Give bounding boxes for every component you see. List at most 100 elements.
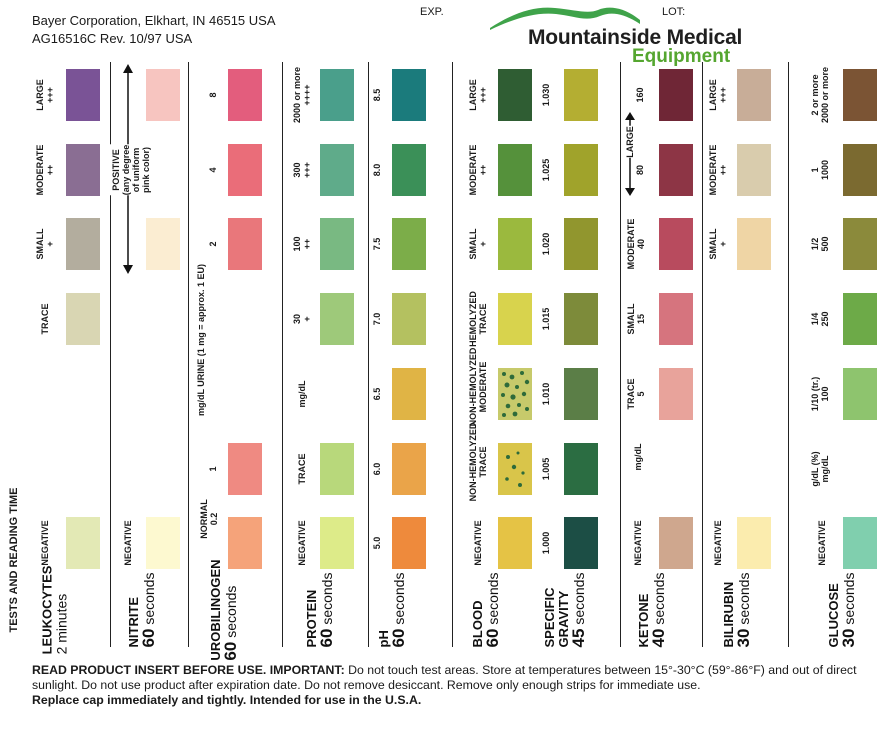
level-label: NON-HEMOLYZED TRACE	[468, 422, 488, 502]
color-swatch-nitrite-positive-dark	[146, 69, 180, 121]
color-swatch-blood-hemolyzed-trace	[498, 293, 532, 345]
test-name: LEUKOCYTES	[39, 565, 55, 655]
speckle-pattern	[505, 451, 525, 487]
color-swatch-protein-100	[320, 218, 354, 270]
test-glucose: GLUCOSE 30 seconds	[826, 572, 858, 648]
level-label: 1.015	[541, 307, 551, 331]
color-swatch-ph-7.5	[392, 218, 426, 270]
level-label: 2000 or more ++++	[292, 66, 312, 124]
color-swatch-leukocytes-small	[66, 218, 100, 270]
color-swatch-urobilinogen-1	[228, 443, 262, 495]
color-swatch-sg-1.030	[564, 69, 598, 121]
level-label: NEGATIVE	[123, 520, 133, 566]
reading-time-unit: seconds	[571, 572, 587, 629]
color-swatch-blood-negative	[498, 517, 532, 569]
color-swatch-blood-nonhemolyzed-trace	[498, 443, 532, 495]
color-swatch-protein-30	[320, 293, 354, 345]
color-swatch-urobilinogen-2	[228, 218, 262, 270]
test-ketone: KETONE 40 seconds	[636, 573, 668, 648]
color-swatch-protein-300	[320, 144, 354, 196]
test-leukocytes: LEUKOCYTES 2 minutes	[39, 565, 70, 655]
level-label: SMALL +	[708, 228, 728, 260]
level-label: TRACE 5	[626, 378, 646, 410]
color-swatch-bilirubin-moderate	[737, 144, 771, 196]
level-label: 100 ++	[292, 236, 312, 252]
reading-time: 2 minutes	[53, 593, 70, 655]
level-label: 6.0	[372, 462, 382, 476]
column-divider	[452, 62, 453, 647]
color-swatch-protein-negative	[320, 517, 354, 569]
test-urobilinogen: UROBILINOGEN 60 seconds	[208, 559, 240, 660]
reading-time-number: 30	[734, 628, 753, 648]
level-label: TRACE	[40, 303, 50, 335]
reading-time-unit: seconds	[391, 572, 407, 629]
instructions-body: Do not touch test areas. Store at temper…	[32, 663, 857, 692]
level-label: NEGATIVE	[713, 520, 723, 566]
column-divider	[188, 62, 189, 647]
instructions-last: Replace cap immediately and tightly. Int…	[32, 693, 422, 707]
mountain-logo-icon	[490, 7, 640, 30]
color-swatch-nitrite-negative	[146, 517, 180, 569]
color-swatch-urobilinogen-4	[228, 144, 262, 196]
level-label: NON-HEMOLYZED MODERATE	[468, 347, 488, 427]
color-swatch-ketone-160	[659, 69, 693, 121]
level-label: 2 or more 2000 or more	[810, 66, 830, 124]
reading-time-unit: seconds	[841, 572, 857, 629]
level-label: NEGATIVE	[817, 520, 827, 566]
level-label: 1/10 (tr.) 100	[810, 376, 830, 412]
level-label: 7.0	[372, 312, 382, 326]
color-swatch-blood-large	[498, 69, 532, 121]
tests-and-reading-time-title: TESTS AND READING TIME	[8, 487, 20, 633]
revision-code: AG16516C Rev. 10/97 USA	[32, 31, 193, 46]
urobilinogen-unit: mg/dL URINE (1 mg = approx. 1 EU)	[196, 263, 206, 417]
test-specific-gravity: SPECIFIC GRAVITY 45 seconds	[542, 572, 588, 648]
level-label: 1.025	[541, 158, 551, 182]
level-label: 1 1000	[810, 159, 830, 181]
color-swatch-ketone-negative	[659, 517, 693, 569]
color-swatch-blood-nonhemolyzed-moderate	[498, 368, 532, 420]
reading-time-number: 60	[317, 628, 336, 648]
color-swatch-ketone-moderate	[659, 218, 693, 270]
reading-time-number: 60	[483, 628, 502, 648]
color-swatch-protein-trace	[320, 443, 354, 495]
color-swatch-ph-8.5	[392, 69, 426, 121]
lot-label: LOT:	[662, 6, 686, 18]
color-swatch-leukocytes-trace	[66, 293, 100, 345]
level-label: 7.5	[372, 237, 382, 251]
ketone-unit: mg/dL	[633, 443, 643, 471]
color-swatch-ph-6.0	[392, 443, 426, 495]
level-label: 1/2 500	[810, 236, 830, 252]
test-blood: BLOOD 60 seconds	[470, 573, 502, 648]
logo-title: Mountainside Medical	[528, 26, 743, 49]
column-divider	[788, 62, 789, 647]
level-label: 8	[208, 92, 218, 98]
color-swatch-nitrite-positive-light	[146, 218, 180, 270]
color-swatch-bilirubin-negative	[737, 517, 771, 569]
reading-time-unit: seconds	[736, 572, 752, 629]
color-swatch-ph-6.5	[392, 368, 426, 420]
level-label: 5.0	[372, 536, 382, 550]
level-label: LARGE +++	[708, 79, 728, 111]
test-ph: pH 60 seconds	[376, 572, 408, 648]
test-name: SPECIFIC GRAVITY	[542, 587, 571, 648]
level-label: 1/4 250	[810, 311, 830, 327]
manufacturer-address: Bayer Corporation, Elkhart, IN 46515 USA	[32, 13, 276, 28]
level-label: 160	[635, 87, 645, 103]
color-swatch-sg-1.020	[564, 218, 598, 270]
level-label: NEGATIVE	[633, 520, 643, 566]
level-label: 4	[208, 167, 218, 173]
level-label: POSITIVE (any degree of uniform pink col…	[109, 144, 153, 196]
color-swatch-glucose-250	[843, 293, 877, 345]
level-label: SMALL +	[468, 228, 488, 260]
reading-time-unit: seconds	[319, 572, 335, 629]
color-swatch-sg-1.000	[564, 517, 598, 569]
color-swatch-sg-1.010	[564, 368, 598, 420]
level-label: MODERATE ++	[468, 144, 488, 196]
color-swatch-ketone-small	[659, 293, 693, 345]
color-swatch-sg-1.015	[564, 293, 598, 345]
logo-subtitle: Equipment	[632, 46, 731, 67]
color-swatch-blood-small	[498, 218, 532, 270]
reading-time-number: 30	[839, 628, 858, 648]
level-label: 30 +	[292, 313, 312, 325]
color-swatch-ph-7.0	[392, 293, 426, 345]
